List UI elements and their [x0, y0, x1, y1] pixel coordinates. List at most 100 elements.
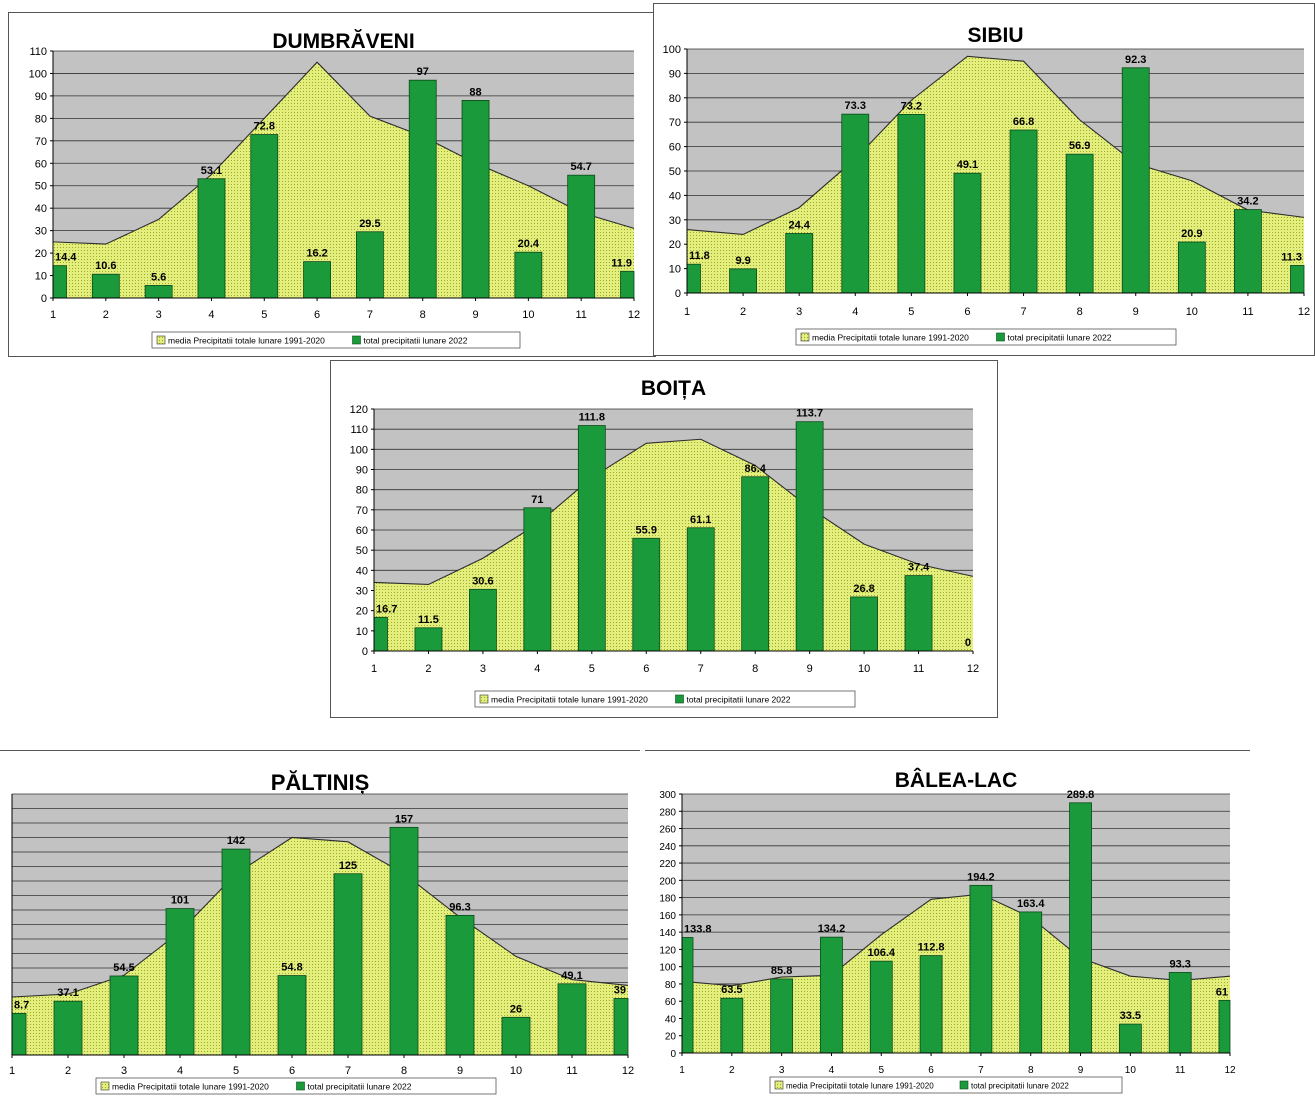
legend-label-bar: total precipitatii lunare 2022 [308, 1082, 412, 1092]
x-tick-label: 8 [1077, 306, 1083, 318]
bar-data-label: 54.7 [570, 161, 591, 173]
bar-data-label: 0 [965, 637, 971, 649]
area-series-mean [687, 56, 1304, 293]
y-tick-label: 100 [659, 963, 676, 974]
x-tick-label: 9 [472, 309, 478, 321]
legend-swatch-area [156, 335, 166, 345]
y-tick-label: 20 [35, 248, 47, 260]
bar-data-label: 20.9 [1181, 228, 1202, 240]
y-tick-label: 40 [35, 203, 47, 215]
x-tick-label: 1 [684, 306, 690, 318]
bar-data-label: 61 [1216, 986, 1228, 998]
bar-2022 [501, 1016, 531, 1056]
y-tick-label: 80 [669, 93, 681, 105]
y-tick-label: 70 [35, 136, 47, 148]
legend-swatch-area [100, 1081, 110, 1091]
x-tick-label: 7 [367, 309, 373, 321]
x-tick-label: 2 [740, 306, 746, 318]
bar-data-label: 29.5 [359, 218, 380, 230]
bar-data-label: 49.1 [957, 159, 978, 171]
bar-2022 [514, 251, 543, 299]
y-tick-label: 10 [35, 271, 47, 283]
y-tick-label: 80 [665, 980, 677, 991]
bar-data-label: 16.2 [306, 248, 327, 260]
bar-data-label: 97 [417, 66, 429, 78]
bar-2022 [577, 425, 606, 652]
y-tick-label: 60 [669, 142, 681, 154]
bar-data-label: 5.6 [151, 271, 166, 283]
x-tick-label: 5 [878, 1065, 884, 1076]
bar-data-label: 88 [469, 86, 481, 98]
x-tick-label: 6 [314, 309, 320, 321]
bar-2022 [1168, 972, 1192, 1054]
y-tick-label: 160 [659, 911, 676, 922]
legend-label-bar: total precipitatii lunare 2022 [1008, 333, 1112, 343]
x-tick-label: 10 [1125, 1065, 1137, 1076]
y-tick-label: 0 [670, 1049, 676, 1060]
bar-2022 [1121, 67, 1150, 294]
y-tick-label: 100 [663, 44, 681, 56]
legend-swatch-bar [296, 1081, 305, 1091]
x-tick-label: 7 [1020, 306, 1026, 318]
x-tick-label: 12 [1224, 1065, 1236, 1076]
bar-2022 [52, 265, 67, 299]
x-tick-label: 5 [261, 309, 267, 321]
y-tick-label: 60 [356, 525, 368, 537]
bar-2022 [1234, 209, 1262, 294]
y-tick-label: 60 [665, 997, 677, 1008]
chart-title: SIBIU [967, 24, 1023, 47]
bar-2022 [953, 172, 982, 294]
y-tick-label: 140 [659, 928, 676, 939]
x-tick-label: 12 [622, 1065, 634, 1077]
x-tick-label: 4 [534, 663, 540, 675]
bar-2022 [820, 936, 843, 1054]
bar-data-label: 30.6 [472, 575, 493, 587]
bar-2022 [303, 261, 331, 299]
legend-label-area: media Precipitatii totale lunare 1991-20… [786, 1082, 934, 1091]
x-tick-label: 10 [522, 309, 534, 321]
y-tick-label: 220 [659, 859, 676, 870]
x-tick-label: 3 [121, 1065, 127, 1077]
bar-data-label: 9.9 [735, 255, 750, 267]
y-tick-label: 40 [665, 1014, 677, 1025]
bar-2022 [333, 873, 363, 1056]
legend-label-bar: total precipitatii lunare 2022 [364, 336, 468, 346]
bar-2022 [461, 100, 490, 299]
x-tick-label: 12 [1298, 306, 1310, 318]
y-tick-label: 60 [35, 158, 47, 170]
bar-2022 [613, 998, 629, 1056]
bar-data-label: 56.9 [1069, 140, 1090, 152]
bar-2022 [11, 1012, 27, 1056]
bar-2022 [373, 616, 388, 652]
chart-title: PĂLTINIȘ [271, 770, 370, 795]
x-tick-label: 1 [679, 1065, 685, 1076]
chart-title: BÂLEA-LAC [895, 768, 1017, 792]
bar-data-label: 142 [227, 835, 245, 847]
x-tick-label: 8 [752, 663, 758, 675]
legend-swatch-bar [996, 332, 1005, 342]
chart-panel-balea-lac: BÂLEA-LAC 0 20 40 60 80 100 120 140 160 180 200 220 2… [645, 750, 1250, 1112]
x-tick-label: 10 [510, 1065, 522, 1077]
x-tick-label: 3 [796, 306, 802, 318]
bar-2022 [109, 975, 139, 1056]
chart-panel-boita: BOIȚA 0 10 20 30 40 50 60 70 80 90 100 110 120 16.7 11.… [330, 360, 998, 718]
bar-2022 [904, 575, 933, 652]
area-series-line [681, 893, 1231, 987]
bar-data-label: 163.4 [1017, 898, 1045, 910]
x-tick-label: 8 [1028, 1065, 1034, 1076]
y-tick-label: 280 [659, 807, 676, 818]
bar-2022 [1019, 911, 1043, 1054]
x-tick-label: 6 [928, 1065, 934, 1076]
bar-2022 [620, 270, 635, 299]
x-tick-label: 12 [967, 663, 979, 675]
y-tick-label: 30 [669, 215, 681, 227]
bar-data-label: 73.2 [901, 100, 922, 112]
x-tick-label: 8 [420, 309, 426, 321]
y-tick-label: 0 [41, 293, 47, 305]
bar-2022 [785, 233, 814, 294]
x-tick-label: 11 [566, 1065, 577, 1077]
legend-box [769, 1076, 1123, 1094]
x-tick-label: 2 [425, 663, 431, 675]
bar-data-label: 11.3 [1281, 251, 1302, 263]
